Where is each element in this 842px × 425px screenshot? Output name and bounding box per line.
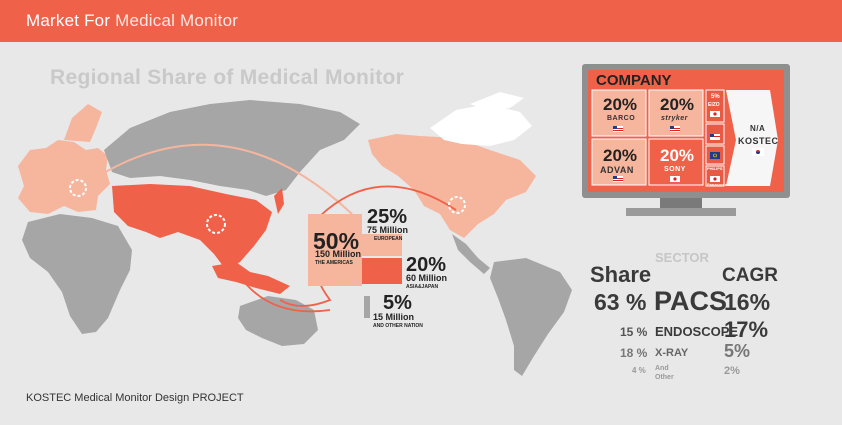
region-other-line2: AND OTHER NATION (373, 323, 423, 329)
arctic-region (430, 104, 532, 146)
page-title: Market For Medical Monitor (26, 11, 238, 31)
title-part: Market For (26, 11, 116, 30)
arc-asia-australia (229, 259, 331, 313)
japan-region (274, 188, 284, 214)
region-americas-line2: THE AMERICAS (315, 260, 353, 266)
row-2-share: 15 % (620, 325, 648, 339)
footer-caption: KOSTEC Medical Monitor Design PROJECT (26, 392, 244, 404)
row-3-share: 18 % (620, 346, 648, 360)
monitor-neck (660, 198, 702, 210)
korea-flag-icon (752, 148, 764, 156)
company-small-1-brand: EIZO (708, 102, 720, 108)
africa-region (22, 214, 132, 334)
asia-marker (206, 214, 226, 234)
row-4-name: And Other (655, 365, 674, 381)
australia-region (238, 296, 318, 346)
header-banner: Market For Medical Monitor (0, 0, 842, 42)
company-cell-4-brand: SONY (664, 166, 686, 173)
europe-marker (69, 179, 87, 197)
row-1-name: PACS (654, 286, 728, 316)
company-cell-1-pct: 20% (603, 95, 638, 114)
other-legend-block (364, 296, 370, 318)
region-asia-line1: 60 Million (406, 273, 448, 283)
central-america-region (452, 234, 490, 274)
kostec-na: N/A (750, 124, 766, 133)
region-europe-line2: EUROPEAN (374, 236, 403, 242)
us-flag-icon (670, 126, 680, 132)
japan-flag-icon (670, 176, 680, 182)
scandinavia-region (64, 104, 102, 142)
share-header: Share (590, 262, 652, 287)
row-4-share: 4 % (632, 366, 646, 375)
japan-flag-icon (710, 176, 720, 182)
america-marker (448, 196, 466, 214)
arc-americas-europe (79, 143, 353, 215)
company-cell-4-pct: 20% (660, 146, 695, 165)
monitor-stand (626, 208, 736, 216)
region-europe-pct: 25% (367, 206, 408, 228)
row-1-share: 63 % (594, 289, 647, 315)
row-2-cagr: 17% (724, 317, 769, 342)
company-cell-2-pct: 20% (660, 95, 695, 114)
north-america-region (368, 134, 536, 238)
row-4-cagr: 2% (724, 365, 740, 377)
company-small-3-brand: PHILIPS (707, 166, 723, 171)
south-america-region (490, 258, 572, 376)
row-3-name: X-RAY (655, 347, 689, 359)
row-2-name: ENDOSCOPE (655, 324, 739, 339)
region-americas-pct: 50% (313, 228, 360, 254)
row-3-cagr: 5% (724, 341, 751, 361)
kostec-brand: KOSTEC (738, 136, 779, 146)
map-title: Regional Share of Medical Monitor (50, 66, 405, 89)
us-flag-icon (613, 176, 623, 182)
region-asia-line2: ASIA&JAPAN (406, 284, 439, 290)
eu-flag-icon (710, 152, 720, 159)
us-flag-icon (613, 126, 623, 132)
asia-region (112, 184, 272, 270)
americas-legend-block (308, 214, 362, 286)
sector-title: SECTOR (655, 250, 709, 265)
company-small-1-pct: 5% (711, 94, 720, 100)
region-asia-pct: 20% (406, 254, 447, 276)
region-other-pct: 5% (383, 292, 412, 314)
title-highlight: Medical Monitor (115, 11, 239, 30)
se-asia-region (212, 262, 290, 294)
asia-legend-block (362, 258, 402, 284)
company-cell-3-brand: ADVAN (600, 165, 634, 175)
company-cell-2-brand: stryker (661, 115, 688, 122)
region-europe-line1: 75 Million (367, 225, 409, 235)
japan-flag-icon (710, 111, 720, 117)
kostec-arrow-panel (726, 90, 778, 186)
row-1-cagr: 16% (724, 289, 771, 315)
company-title: COMPANY (596, 72, 672, 89)
cagr-header: CAGR (722, 265, 778, 286)
us-flag-icon (710, 134, 720, 140)
company-cell-1-brand: BARCO (607, 115, 636, 122)
region-other-line1: 15 Million (373, 312, 415, 322)
europe-legend-block (362, 234, 402, 256)
company-cell-3-pct: 20% (603, 146, 638, 165)
europe-region (18, 140, 110, 214)
region-americas-line1: 150 Million (315, 249, 362, 259)
company-small-4-brand: Panasonic (707, 182, 728, 187)
arctic-islands (470, 92, 524, 110)
